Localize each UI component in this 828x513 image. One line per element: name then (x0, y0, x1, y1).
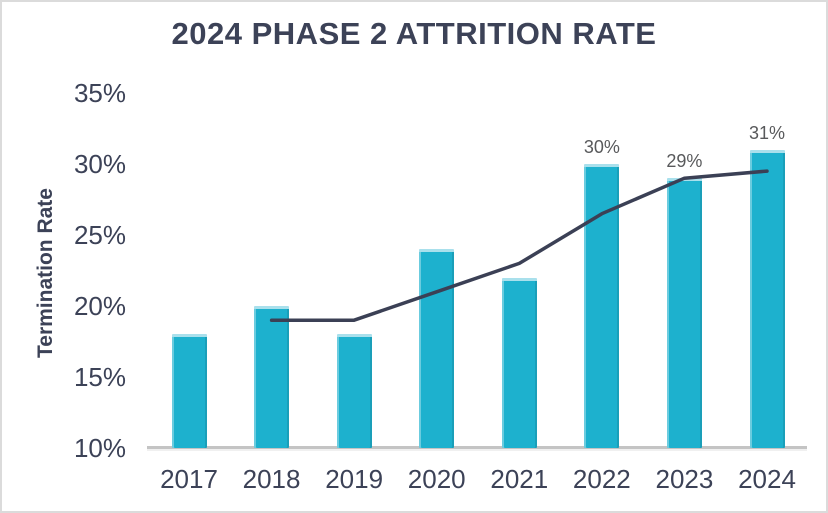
chart-title: 2024 PHASE 2 ATTRITION RATE (171, 16, 657, 51)
x-tick-label: 2023 (655, 464, 714, 494)
bar (254, 306, 290, 448)
bar (336, 334, 372, 448)
data-label: 31% (748, 122, 786, 143)
x-tick-label: 2021 (490, 464, 549, 494)
y-tick-label: 35% (73, 78, 126, 108)
y-tick-label: 25% (73, 220, 126, 250)
bar (666, 178, 702, 448)
y-tick-label: 15% (73, 362, 126, 392)
y-tick-label: 30% (73, 149, 126, 179)
x-axis-line (147, 446, 807, 449)
x-tick-label: 2020 (407, 464, 466, 494)
bar (584, 164, 620, 448)
bar (171, 334, 207, 448)
x-tick-label: 2018 (242, 464, 301, 494)
x-tick-label: 2017 (160, 464, 218, 494)
x-tick-label: 2022 (572, 464, 631, 494)
y-tick-label: 10% (73, 433, 126, 463)
bar (501, 277, 537, 448)
data-label: 30% (583, 137, 620, 157)
x-tick-label: 2024 (738, 464, 796, 494)
data-label: 29% (666, 151, 703, 172)
x-tick-label: 2019 (325, 464, 384, 494)
bar (749, 149, 785, 448)
bar (419, 249, 455, 448)
y-tick-label: 20% (73, 291, 126, 321)
